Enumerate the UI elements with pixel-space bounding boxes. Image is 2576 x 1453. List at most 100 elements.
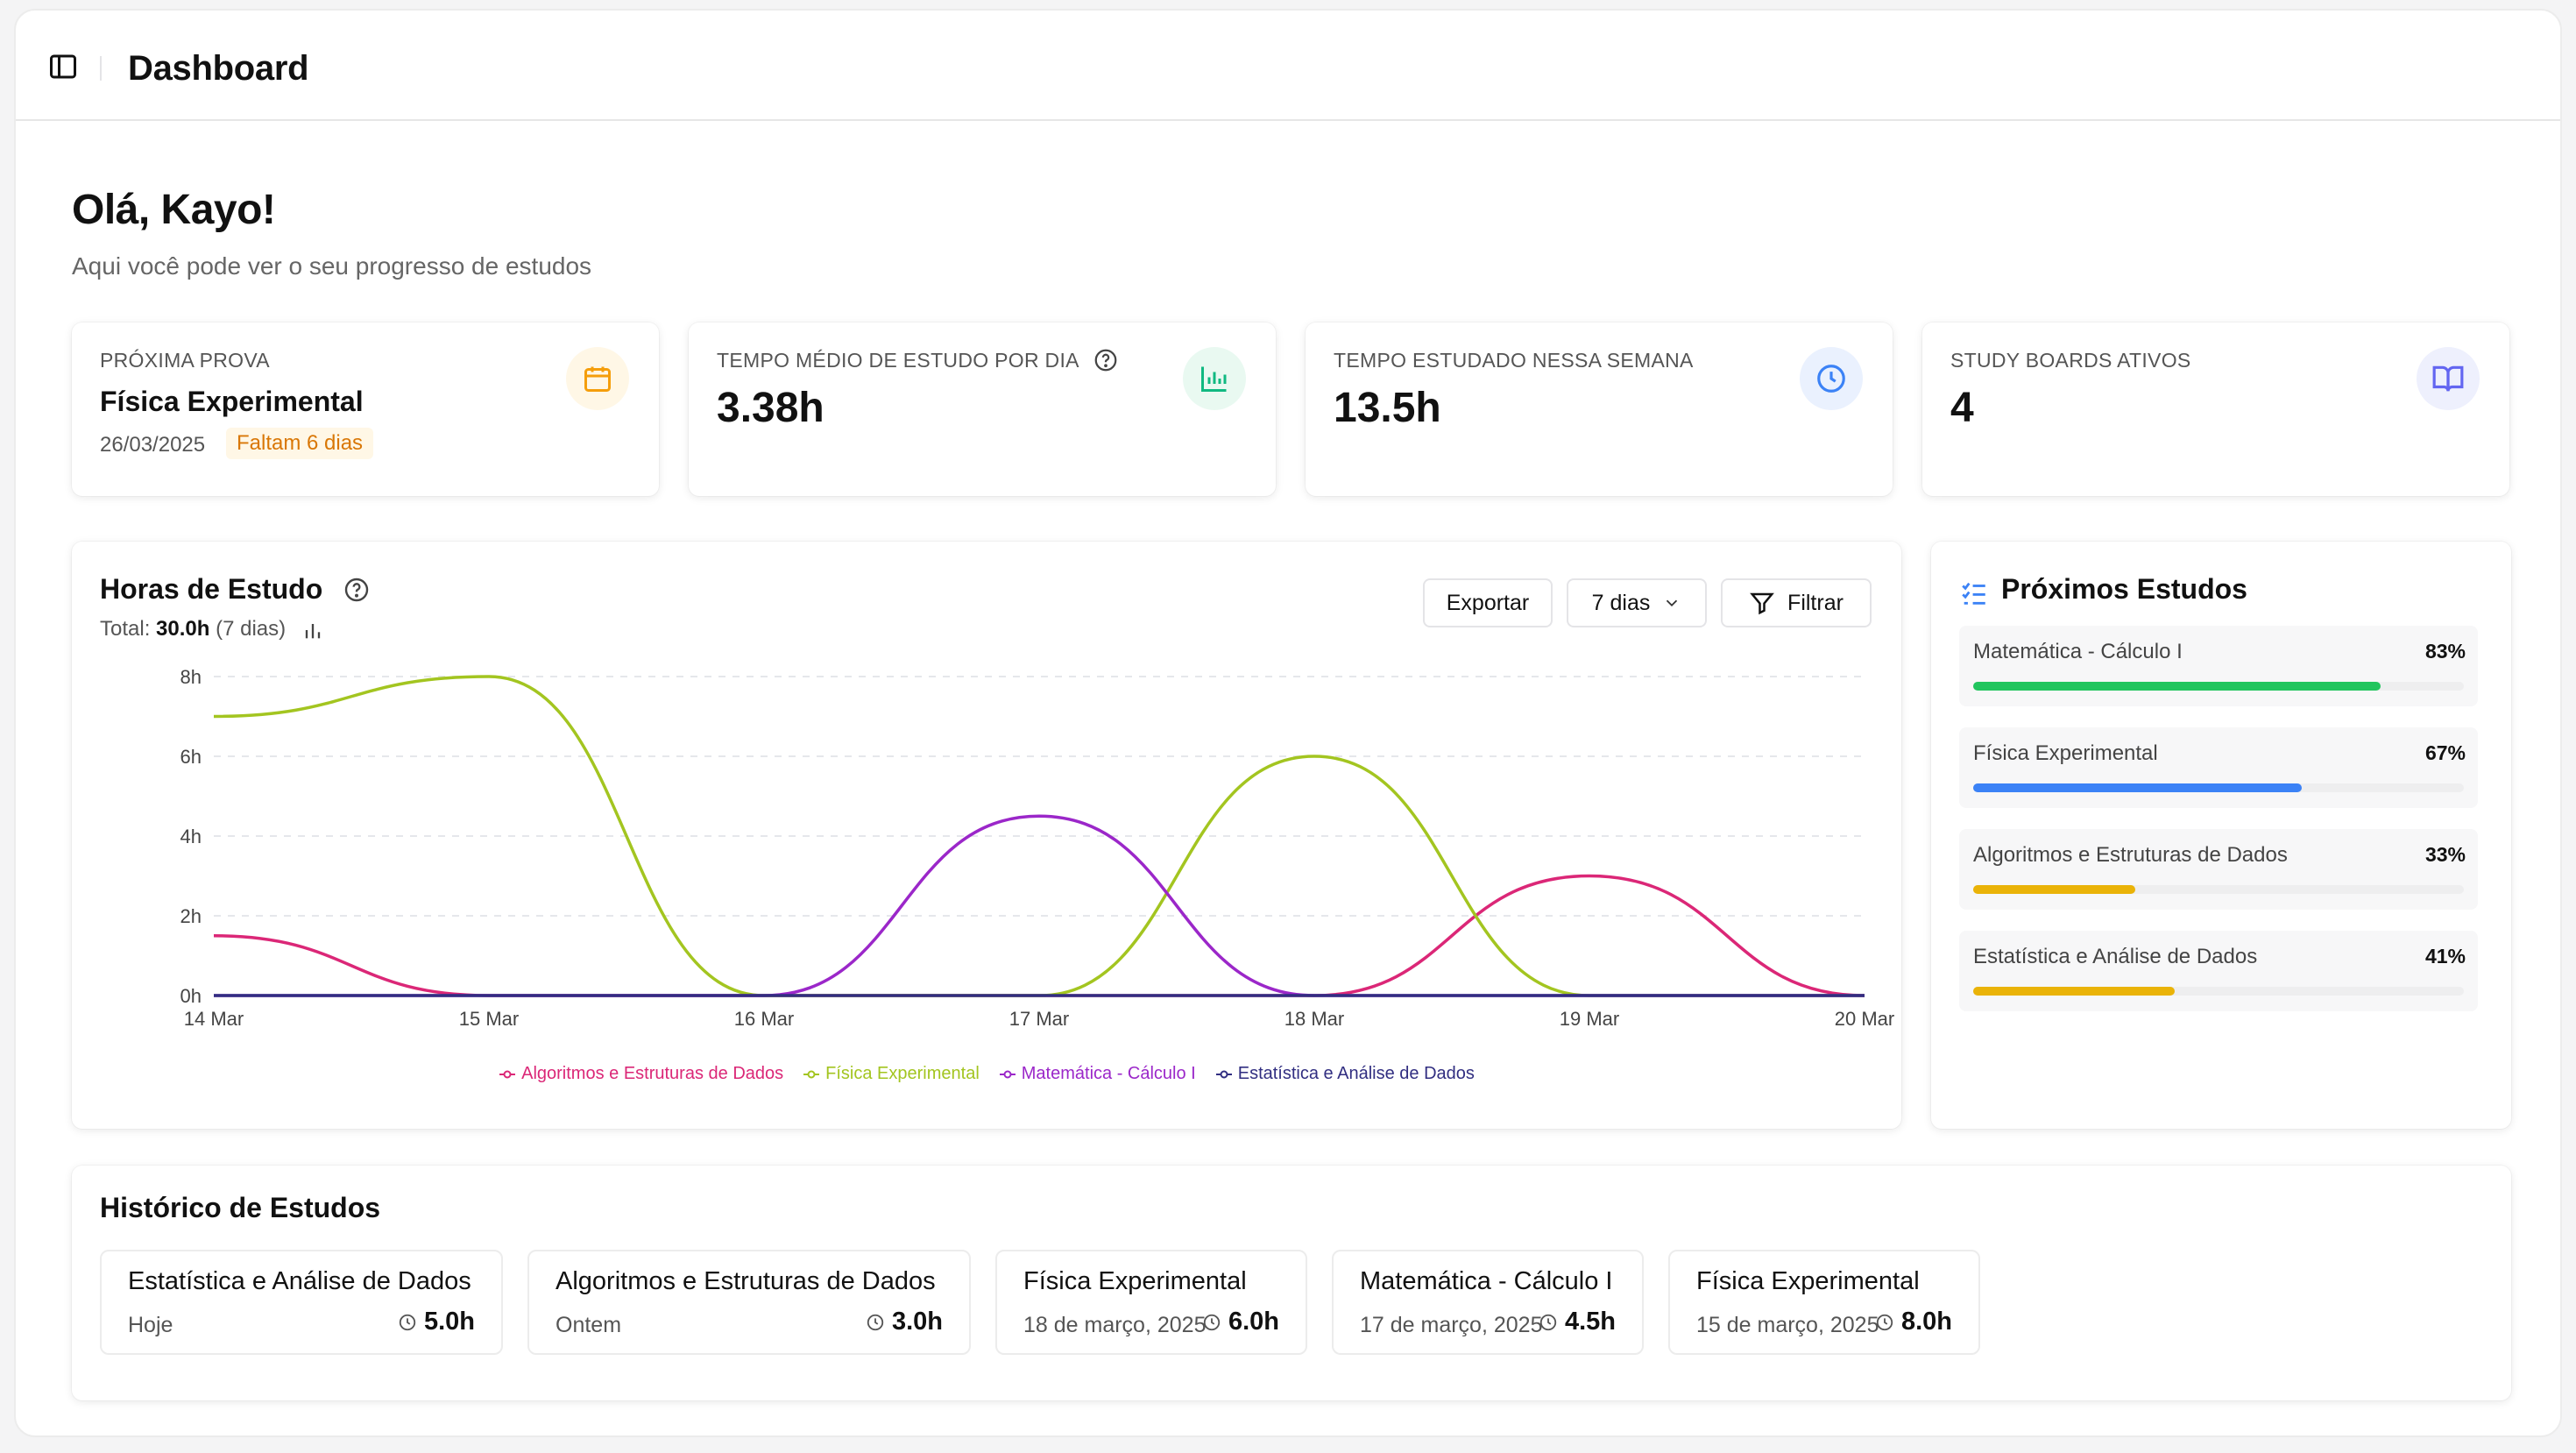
topbar-divider (100, 56, 102, 81)
range-select[interactable]: 7 dias (1567, 578, 1707, 627)
stat-card-boards: STUDY BOARDS ATIVOS 4 (1922, 322, 2509, 496)
stat-value: 13.5h (1334, 385, 1441, 431)
legend-item[interactable]: Física Experimental (803, 1064, 980, 1084)
range-label: 7 dias (1591, 590, 1651, 615)
clock-icon (399, 1314, 416, 1330)
stat-value: 4 (1950, 385, 1974, 431)
legend-marker-icon (803, 1070, 820, 1078)
legend-marker-icon (499, 1070, 516, 1078)
chart-legend: Algoritmos e Estruturas de Dados Física E… (72, 1064, 1901, 1084)
sidebar-toggle-icon[interactable] (47, 51, 79, 82)
duration-value: 8.0h (1900, 1308, 1952, 1336)
stat-card-avg-time: TEMPO MÉDIO DE ESTUDO POR DIA 3.38h (689, 322, 1276, 496)
stat-label: TEMPO MÉDIO DE ESTUDO POR DIA (717, 349, 1119, 373)
study-hours-card: Horas de Estudo Total: 30.0h (7 dias) Ex… (72, 542, 1901, 1129)
app-window: Dashboard Olá, Kayo! Aqui você pode ver … (14, 9, 2562, 1437)
history-item-duration: 5.0h (398, 1308, 475, 1336)
export-label: Exportar (1446, 590, 1530, 615)
help-icon[interactable] (1093, 347, 1119, 373)
x-tick-label: 15 Mar (459, 1008, 519, 1030)
top-bar: Dashboard (16, 11, 2560, 121)
next-study-item[interactable]: Matemática - Cálculo I 83% (1959, 626, 2478, 706)
history-item-date: Hoje (128, 1313, 173, 1337)
x-tick-label: 18 Mar (1284, 1008, 1344, 1030)
next-study-name: Física Experimental (1973, 741, 2158, 765)
stat-value: 3.38h (717, 385, 824, 431)
history-item-date: 18 de março, 2025 (1023, 1313, 1207, 1337)
legend-label: Matemática - Cálculo I (1021, 1064, 1196, 1083)
history-item-name: Matemática - Cálculo I (1360, 1267, 1613, 1295)
clock-icon (1203, 1314, 1221, 1330)
help-icon[interactable] (343, 576, 371, 604)
clock-icon (1800, 347, 1863, 410)
y-tick-label: 8h (180, 666, 202, 688)
history-item-name: Algoritmos e Estruturas de Dados (556, 1267, 936, 1295)
x-tick-label: 19 Mar (1560, 1008, 1619, 1030)
legend-item[interactable]: Estatística e Análise de Dados (1215, 1064, 1475, 1084)
duration-value: 6.0h (1228, 1308, 1279, 1336)
clock-icon (867, 1314, 884, 1330)
filter-button[interactable]: Filtrar (1721, 578, 1872, 627)
history-item-duration: 8.0h (1875, 1308, 1952, 1336)
stat-label: STUDY BOARDS ATIVOS (1950, 349, 2191, 372)
duration-value: 5.0h (423, 1308, 475, 1336)
filter-icon (1750, 592, 1774, 615)
stat-label-text: TEMPO MÉDIO DE ESTUDO POR DIA (717, 349, 1079, 372)
total-value: 30.0h (156, 617, 210, 641)
next-study-percent: 41% (2424, 945, 2466, 967)
legend-item[interactable]: Matemática - Cálculo I (999, 1064, 1196, 1084)
y-tick-label: 0h (180, 985, 202, 1007)
bar-chart-icon (1183, 347, 1246, 410)
next-study-name: Matemática - Cálculo I (1973, 640, 2183, 663)
series-line (214, 814, 1865, 997)
next-study-name: Estatística e Análise de Dados (1973, 945, 2258, 968)
next-study-percent: 83% (2424, 640, 2466, 663)
history-item-date: Ontem (556, 1313, 622, 1337)
history-item-duration: 3.0h (866, 1308, 943, 1336)
progress-fill (1973, 987, 2175, 996)
days-left-badge: Faltam 6 dias (226, 428, 374, 459)
history-item[interactable]: Física Experimental 15 de março, 2025 8.0h (1668, 1250, 1980, 1355)
calendar-icon (566, 347, 629, 410)
bar-chart-small-icon[interactable] (301, 618, 325, 642)
next-studies-title: Próximos Estudos (2001, 573, 2247, 605)
history-item-date: 15 de março, 2025 (1696, 1313, 1879, 1337)
history-item[interactable]: Física Experimental 18 de março, 2025 6.0h (995, 1250, 1307, 1355)
history-title: Histórico de Estudos (100, 1192, 381, 1223)
greeting-subtitle: Aqui você pode ver o seu progresso de es… (72, 252, 592, 280)
legend-marker-icon (1215, 1070, 1232, 1078)
progress-track (1973, 783, 2464, 792)
history-item-duration: 4.5h (1539, 1308, 1616, 1336)
x-tick-label: 16 Mar (734, 1008, 794, 1030)
history-item[interactable]: Estatística e Análise de Dados Hoje 5.0h (100, 1250, 503, 1355)
stat-card-next-exam: PRÓXIMA PROVA Física Experimental 26/03/… (72, 322, 659, 496)
checklist-icon (1962, 582, 1985, 605)
study-hours-chart: 0h 2h 4h 6h 8h 14 Mar 15 Mar 16 Mar 17 Mar 18 Mar… (180, 666, 1895, 1030)
progress-track (1973, 885, 2464, 894)
next-exam-date: 26/03/2025 (100, 433, 206, 457)
legend-item[interactable]: Algoritmos e Estruturas de Dados (499, 1064, 783, 1084)
x-tick-label: 20 Mar (1835, 1008, 1894, 1030)
clock-icon (1539, 1314, 1557, 1330)
progress-fill (1973, 885, 2135, 894)
history-card: Histórico de Estudos Estatística e Análi… (72, 1166, 2511, 1400)
progress-track (1973, 682, 2464, 691)
progress-fill (1973, 783, 2303, 792)
x-tick-label: 17 Mar (1009, 1008, 1069, 1030)
next-study-item[interactable]: Física Experimental 67% (1959, 727, 2478, 808)
export-button[interactable]: Exportar (1423, 578, 1553, 627)
legend-label: Estatística e Análise de Dados (1237, 1064, 1475, 1083)
stat-label: PRÓXIMA PROVA (100, 349, 270, 372)
history-item[interactable]: Algoritmos e Estruturas de Dados Ontem 3.0… (527, 1250, 971, 1355)
next-exam-name: Física Experimental (100, 386, 364, 417)
chart-title-text: Horas de Estudo (100, 573, 323, 605)
x-tick-label: 14 Mar (184, 1008, 244, 1030)
chart-total: Total: 30.0h (7 dias) (100, 617, 325, 642)
chevron-down-icon (1667, 599, 1678, 607)
next-study-item[interactable]: Estatística e Análise de Dados 41% (1959, 931, 2478, 1011)
next-study-item[interactable]: Algoritmos e Estruturas de Dados 33% (1959, 829, 2478, 910)
series-line (213, 874, 1865, 997)
history-item[interactable]: Matemática - Cálculo I 17 de março, 2025 4… (1332, 1250, 1644, 1355)
book-open-icon (2417, 347, 2480, 410)
clock-icon (1876, 1314, 1893, 1330)
